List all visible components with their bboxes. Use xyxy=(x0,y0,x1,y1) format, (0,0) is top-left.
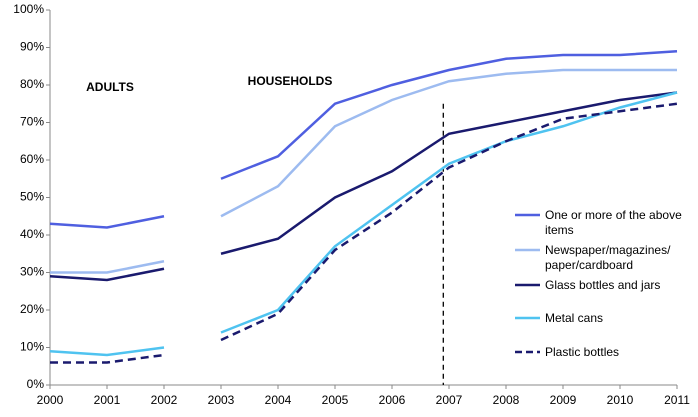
legend-label: Plastic bottles xyxy=(545,345,620,359)
y-tick-label: 30% xyxy=(20,265,44,279)
y-tick-label: 40% xyxy=(20,227,44,241)
series-line xyxy=(49,267,165,282)
y-tick-label: 80% xyxy=(20,77,44,91)
x-tick-label: 2005 xyxy=(322,393,349,407)
y-tick-label: 10% xyxy=(20,340,44,354)
x-tick-label: 2008 xyxy=(493,393,520,407)
x-tick-label: 2003 xyxy=(208,393,235,407)
y-tick-label: 50% xyxy=(20,190,44,204)
y-tick-label: 60% xyxy=(20,152,44,166)
x-tick-label: 2009 xyxy=(550,393,577,407)
y-tick-label: 0% xyxy=(27,377,45,391)
series-line xyxy=(220,91,678,255)
x-tick-label: 2000 xyxy=(37,393,64,407)
legend-label: Glass bottles and jars xyxy=(545,278,661,292)
series-line xyxy=(220,50,678,180)
y-tick-label: 90% xyxy=(20,40,44,54)
series-line xyxy=(49,346,165,357)
x-tick-label: 2007 xyxy=(436,393,463,407)
series-line xyxy=(220,91,678,334)
y-tick-label: 100% xyxy=(13,2,44,16)
annotation: HOUSEHOLDS xyxy=(248,74,333,88)
annotation: ADULTS xyxy=(86,80,134,94)
x-tick-label: 2011 xyxy=(664,393,690,407)
series-line xyxy=(50,260,165,274)
legend-label: Newspaper/magazines/ paper/cardboard xyxy=(545,243,671,272)
x-tick-label: 2006 xyxy=(379,393,406,407)
series-line xyxy=(220,68,677,218)
legend-label: Metal cans xyxy=(545,311,604,325)
series-line xyxy=(49,215,165,229)
series-line xyxy=(220,102,678,342)
x-tick-label: 2004 xyxy=(265,393,292,407)
y-tick-label: 20% xyxy=(20,302,44,316)
x-tick-label: 2001 xyxy=(94,393,121,407)
y-tick-label: 70% xyxy=(20,115,44,129)
x-tick-label: 2010 xyxy=(607,393,634,407)
series-line xyxy=(50,353,165,364)
x-tick-label: 2002 xyxy=(151,393,178,407)
legend-label: One or more of the above items xyxy=(545,208,682,237)
